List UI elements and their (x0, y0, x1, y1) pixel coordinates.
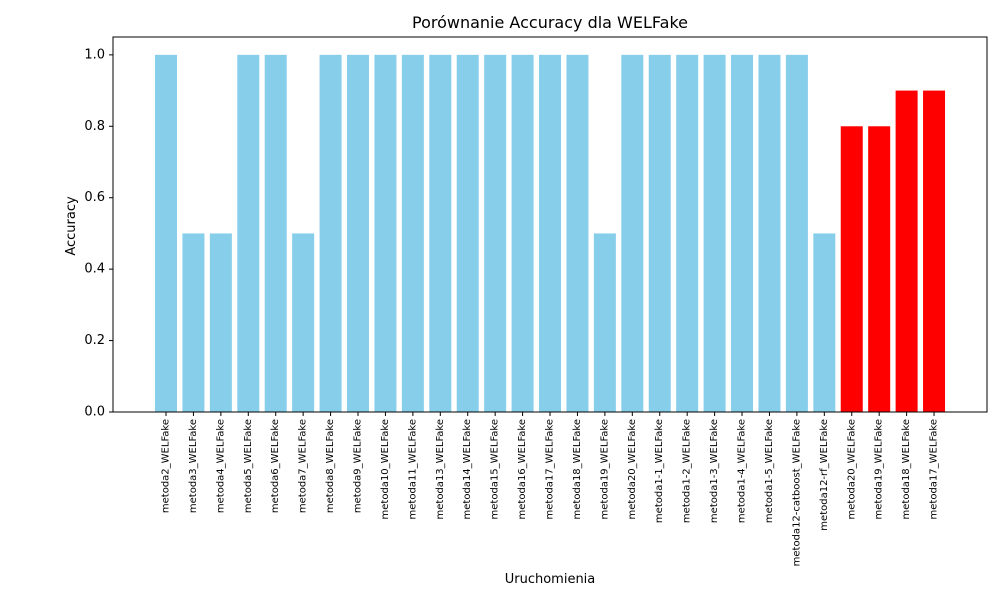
x-tick-label-24: metoda12-rf_WELFake (819, 419, 830, 531)
x-tick-label-7: metoda9_WELFake (353, 419, 364, 513)
x-tick-label-2: metoda4_WELFake (215, 419, 226, 513)
y-tick-label-0: 0.0 (84, 405, 105, 420)
bar-27 (895, 90, 918, 412)
x-tick-label-18: metoda1-1_WELFake (654, 419, 665, 523)
bars-group (155, 54, 946, 413)
x-tick-label-0: metoda2_WELFake (161, 419, 172, 513)
bar-26 (868, 126, 891, 412)
bar-17 (621, 54, 644, 413)
bar-23 (785, 54, 808, 413)
bar-4 (264, 54, 287, 413)
bar-3 (237, 54, 260, 413)
bar-15 (566, 54, 589, 413)
x-tick-label-13: metoda16_WELFake (517, 419, 528, 519)
x-tick-label-5: metoda7_WELFake (298, 419, 309, 513)
y-tick-label-4: 0.8 (84, 119, 105, 134)
x-tick-label-19: metoda1-2_WELFake (682, 419, 693, 523)
bar-1 (182, 233, 205, 412)
x-axis-label: Uruchomienia (505, 572, 596, 587)
x-tick-label-20: metoda1-3_WELFake (709, 419, 720, 523)
bar-6 (319, 54, 342, 413)
bar-28 (923, 90, 946, 412)
bar-11 (456, 54, 479, 413)
bar-12 (484, 54, 507, 413)
bar-8 (374, 54, 397, 413)
y-tick-label-5: 1.0 (84, 47, 105, 62)
x-tick-label-27: metoda18_WELFake (901, 419, 912, 519)
x-tick-label-28: metoda17_WELFake (929, 419, 940, 519)
bar-5 (292, 233, 315, 412)
y-axis-label: Accuracy (64, 196, 79, 256)
y-ticks-group: 0.0 0.2 0.4 0.6 0.8 1.0 (84, 47, 113, 420)
x-tick-label-4: metoda6_WELFake (270, 419, 281, 513)
x-tick-label-16: metoda19_WELFake (599, 419, 610, 519)
plot-frame (112, 36, 988, 413)
chart-title: Porównanie Accuracy dla WELFake (412, 13, 688, 32)
bar-25 (840, 126, 863, 412)
bar-0 (155, 54, 177, 413)
y-tick-label-2: 0.4 (84, 262, 105, 277)
x-ticks-group: metoda2_WELFake metoda3_WELFake metoda4_WE… (161, 412, 940, 566)
x-tick-label-25: metoda20_WELFake (846, 419, 857, 519)
x-tick-label-17: metoda20_WELFake (627, 419, 638, 519)
bar-20 (703, 54, 726, 413)
bar-22 (758, 54, 781, 413)
bar-18 (648, 54, 671, 413)
x-tick-label-23: metoda12-catboost_WELFake (791, 419, 802, 566)
x-tick-label-21: metoda1-4_WELFake (737, 419, 748, 523)
x-tick-label-1: metoda3_WELFake (188, 419, 199, 513)
x-tick-label-15: metoda18_WELFake (572, 419, 583, 519)
bar-19 (676, 54, 699, 413)
y-tick-label-3: 0.6 (84, 190, 105, 205)
x-tick-label-8: metoda10_WELFake (380, 419, 391, 519)
bar-9 (401, 54, 424, 413)
bar-2 (209, 233, 232, 412)
bar-24 (813, 233, 836, 412)
x-tick-label-11: metoda14_WELFake (462, 419, 473, 519)
x-tick-label-10: metoda13_WELFake (435, 419, 446, 519)
y-tick-label-1: 0.2 (84, 333, 105, 348)
x-tick-label-14: metoda17_WELFake (545, 419, 556, 519)
bar-7 (347, 54, 370, 413)
bar-21 (731, 54, 754, 413)
x-tick-label-6: metoda8_WELFake (325, 419, 336, 513)
x-tick-label-22: metoda1-5_WELFake (764, 419, 775, 523)
x-tick-label-12: metoda15_WELFake (490, 419, 501, 519)
bar-16 (593, 233, 616, 412)
x-tick-label-26: metoda19_WELFake (874, 419, 885, 519)
x-tick-label-3: metoda5_WELFake (243, 419, 254, 513)
bar-14 (539, 54, 562, 413)
x-tick-label-9: metoda11_WELFake (407, 419, 418, 519)
bar-13 (511, 54, 534, 413)
bar-10 (429, 54, 452, 413)
